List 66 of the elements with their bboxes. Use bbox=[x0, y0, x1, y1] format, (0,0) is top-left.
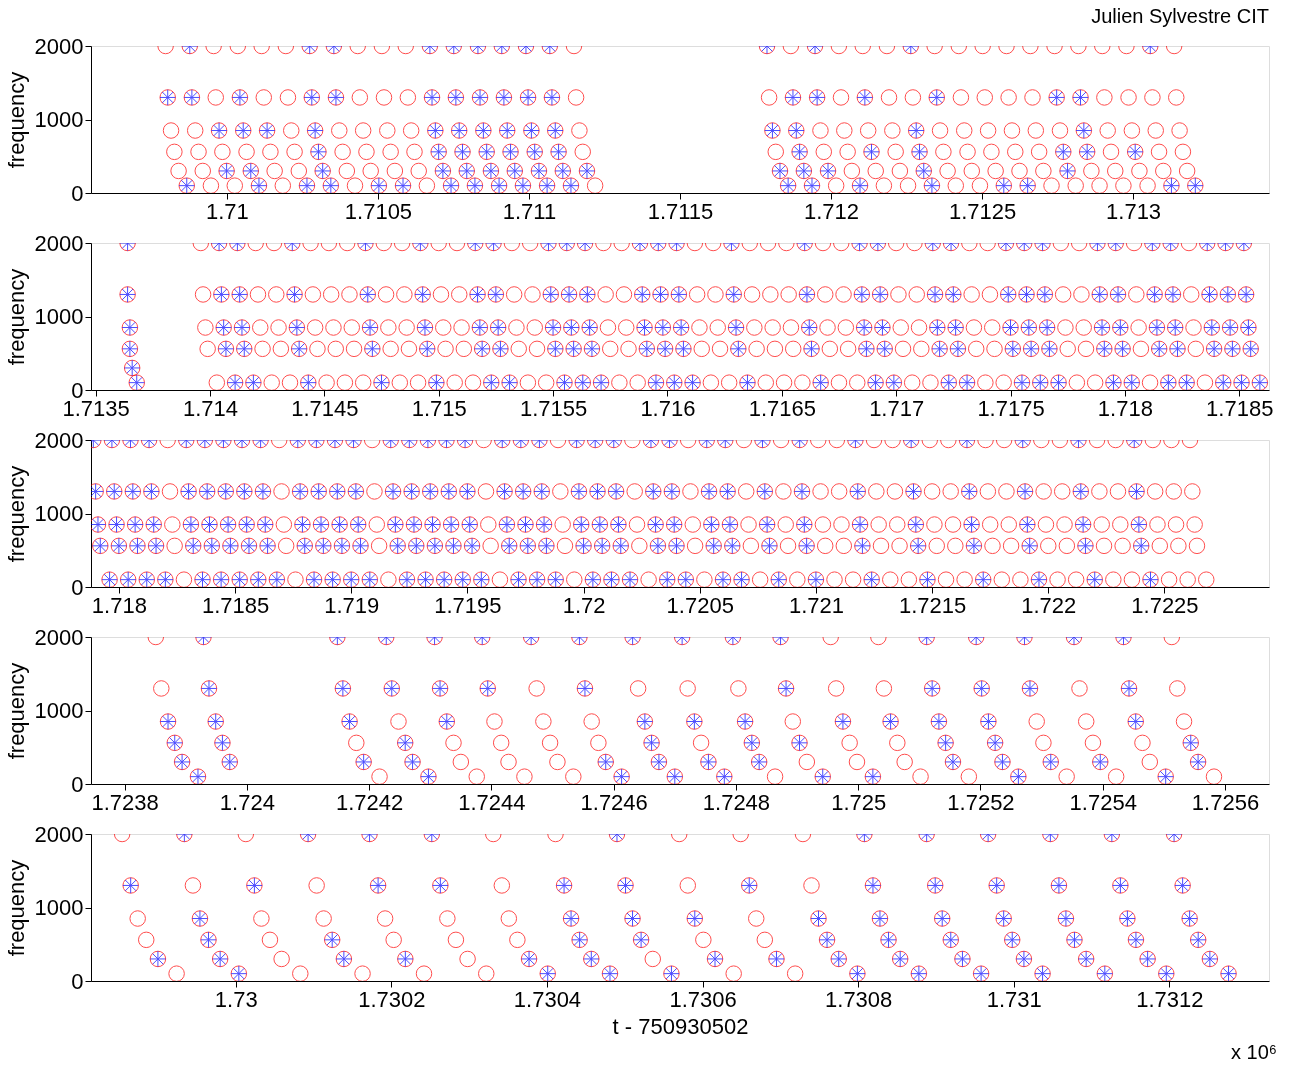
x-tick-label: 1.7145 bbox=[291, 395, 359, 421]
y-tick-label: 0 bbox=[71, 180, 84, 206]
x-tick-label: 1.716 bbox=[640, 395, 696, 421]
x-tick-label: 1.7185 bbox=[1206, 395, 1274, 421]
x-tick-label: 1.7302 bbox=[358, 986, 426, 1012]
chart-title: Julien Sylvestre CIT bbox=[1091, 5, 1269, 27]
y-tick-label: 2000 bbox=[34, 427, 84, 453]
text: x 10⁶ bbox=[1230, 1041, 1277, 1063]
y-tick-label: 1000 bbox=[34, 304, 84, 329]
x-tick-label: 1.7304 bbox=[513, 986, 582, 1012]
x-tick-label: 1.7175 bbox=[977, 395, 1045, 421]
y-axis-title: frequency bbox=[3, 662, 29, 760]
x-tick-label: 1.7312 bbox=[1136, 986, 1204, 1012]
x-tick-label: 1.711 bbox=[502, 198, 557, 224]
y-axis-title: frequency bbox=[3, 465, 29, 563]
x-axis-title: t - 750930502 bbox=[612, 1013, 749, 1039]
y-tick-label: 0 bbox=[71, 771, 84, 797]
x-tick-label: 1.7252 bbox=[947, 789, 1015, 815]
x-tick-label: 1.7215 bbox=[898, 592, 967, 618]
y-axis-title: frequency bbox=[3, 268, 29, 366]
x-tick-label: 1.72 bbox=[562, 592, 606, 618]
x-tick-label: 1.7246 bbox=[580, 789, 648, 815]
y-axis-title: frequency bbox=[3, 859, 29, 957]
y-tick-label: 2000 bbox=[34, 624, 84, 650]
x-tick-label: 1.715 bbox=[411, 395, 467, 421]
y-tick-label: 1000 bbox=[34, 107, 84, 132]
x-tick-label: 1.714 bbox=[182, 395, 238, 421]
x-tick-label: 1.7238 bbox=[91, 789, 159, 815]
y-tick-label: 1000 bbox=[34, 895, 84, 920]
x-tick-label: 1.7256 bbox=[1191, 789, 1260, 815]
x-tick-label: 1.7242 bbox=[336, 789, 404, 815]
y-axis-title: frequency bbox=[3, 71, 29, 169]
x-tick-label: 1.7308 bbox=[825, 986, 893, 1012]
x-tick-label: 1.7306 bbox=[669, 986, 737, 1012]
x-tick-label: 1.7205 bbox=[666, 592, 734, 618]
y-tick-label: 1000 bbox=[34, 698, 84, 723]
x-tick-label: 1.7225 bbox=[1131, 592, 1199, 618]
x-tick-label: 1.7155 bbox=[519, 395, 588, 421]
y-tick-label: 0 bbox=[71, 574, 84, 600]
x-tick-label: 1.725 bbox=[831, 789, 887, 815]
x-tick-label: 1.724 bbox=[219, 789, 275, 815]
x-tick-label: 1.722 bbox=[1021, 592, 1077, 618]
x-tick-label: 1.71 bbox=[206, 198, 249, 224]
x-tick-label: 1.7115 bbox=[647, 198, 714, 224]
y-tick-label: 2000 bbox=[34, 821, 84, 847]
x-tick-label: 1.7254 bbox=[1069, 789, 1137, 815]
x-tick-label: 1.7165 bbox=[748, 395, 816, 421]
x-tick-label: 1.731 bbox=[986, 986, 1042, 1012]
y-tick-label: 0 bbox=[71, 968, 84, 994]
y-tick-label: 2000 bbox=[34, 33, 84, 59]
x-tick-label: 1.718 bbox=[1097, 395, 1153, 421]
x-tick-label: 1.7105 bbox=[344, 198, 413, 224]
x-tick-label: 1.712 bbox=[803, 198, 860, 224]
x-tick-label: 1.7185 bbox=[201, 592, 270, 618]
x-tick-label: 1.7248 bbox=[702, 789, 771, 815]
x-tick-label: 1.719 bbox=[324, 592, 380, 618]
x-tick-label: 1.713 bbox=[1106, 198, 1162, 224]
x-tick-label: 1.718 bbox=[91, 592, 147, 618]
x-tick-label: 1.7195 bbox=[434, 592, 502, 618]
x-tick-label: 1.73 bbox=[214, 986, 258, 1012]
x-tick-label: 1.717 bbox=[869, 395, 925, 421]
y-tick-label: 2000 bbox=[34, 230, 84, 256]
y-tick-label: 1000 bbox=[34, 501, 84, 526]
x-tick-label: 1.7244 bbox=[458, 789, 526, 815]
x-tick-label: 1.721 bbox=[788, 592, 844, 618]
x-tick-label: 1.7125 bbox=[948, 198, 1017, 224]
